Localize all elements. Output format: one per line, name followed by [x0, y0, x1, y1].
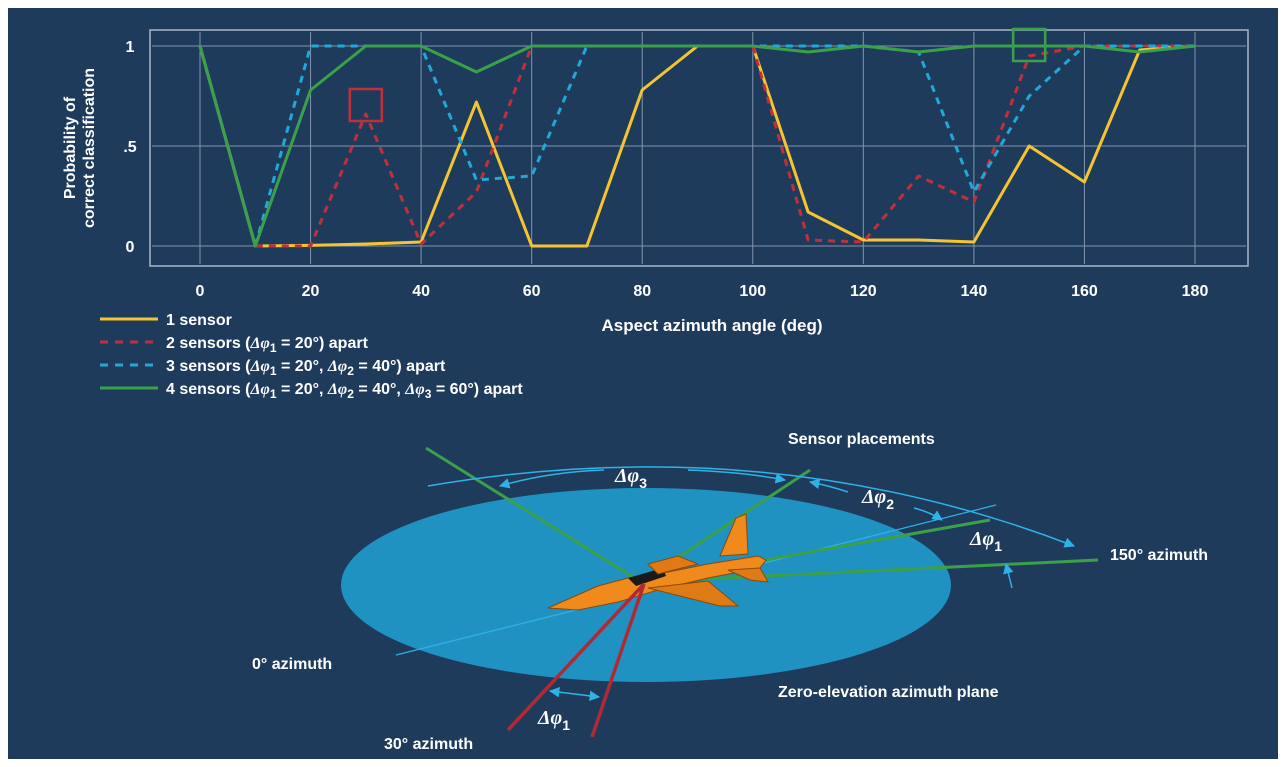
y-tick-labels: 0.51 — [123, 39, 136, 256]
y-tick-label: .5 — [123, 139, 136, 156]
x-tick-label: 40 — [412, 283, 430, 300]
legend-entry-2-sensors: 2 sensors (Δφ1 = 20°) apart — [166, 335, 369, 355]
sensor-diagram: Sensor placements 150° azimuth 0° azimut… — [252, 431, 1208, 753]
figure-frame: 0 20 40 60 80 100 120 140 160 180 0.5 1 Probabilit… — [8, 8, 1278, 759]
x-tick-label: 60 — [523, 283, 541, 300]
plane-label: Zero-elevation azimuth plane — [778, 684, 999, 701]
delta-phi-1-upper-label: Δφ1 — [969, 528, 1002, 554]
x-tick-label: 100 — [739, 283, 766, 300]
x-tick-label: 180 — [1182, 283, 1209, 300]
y-tick-label: 0 — [126, 239, 135, 256]
sensor-placements-title: Sensor placements — [788, 431, 935, 448]
sensor-line-red-1 — [506, 582, 646, 732]
x-tick-label: 20 — [302, 283, 320, 300]
arc-delta3-left — [498, 469, 605, 489]
delta-phi-2-label: Δφ2 — [861, 486, 894, 512]
x-tick-label: 0 — [196, 283, 205, 300]
sensor-line-green-4 — [640, 558, 1099, 584]
highlight-boxes — [348, 27, 1047, 123]
x-tick-label: 80 — [633, 283, 651, 300]
highlight-box-1 — [348, 87, 384, 123]
legend-entry-3-sensors: 3 sensors (Δφ1 = 20°, Δφ2 = 40°) apart — [166, 358, 446, 378]
arc-delta2-left — [808, 478, 849, 493]
label-30-azimuth: 30° azimuth — [384, 736, 473, 753]
label-150-azimuth: 150° azimuth — [1110, 547, 1208, 564]
label-0-azimuth: 0° azimuth — [252, 656, 332, 673]
sensor-line-green-1 — [425, 446, 642, 584]
sensor-line-red-2 — [590, 583, 646, 738]
y-axis-label-line2: correct classification — [81, 68, 98, 228]
legend-entry-4-sensors: 4 sensors (Δφ1 = 20°, Δφ2 = 40°, Δφ3 = 6… — [166, 381, 523, 401]
arc-delta3-right — [687, 469, 787, 484]
legend: 1 sensor 2 sensors (Δφ1 = 20°) apart 3 s… — [100, 312, 523, 401]
delta-phi-1-lower-label: Δφ1 — [537, 707, 570, 733]
y-axis-label-line1: Probability of — [62, 96, 79, 199]
x-tick-label: 160 — [1071, 283, 1098, 300]
x-axis-label: Aspect azimuth angle (deg) — [601, 316, 822, 335]
grid — [152, 32, 1246, 264]
series-lines — [198, 44, 1196, 248]
figure-canvas: 0 20 40 60 80 100 120 140 160 180 0.51 Probabilit… — [62, 27, 1249, 753]
arrow-delta1-upper — [1003, 562, 1014, 589]
arc-0-to-150 — [427, 466, 1075, 548]
legend-entry-1-sensor: 1 sensor — [166, 312, 232, 329]
arrow-delta1-lower — [548, 686, 601, 702]
arc-delta2-right — [913, 507, 943, 521]
delta-phi-3-label: Δφ3 — [614, 465, 647, 491]
y-tick-label: 1 — [126, 39, 135, 56]
aircraft-icon — [547, 513, 769, 611]
highlight-box-2 — [1011, 27, 1047, 63]
plot-area-frame — [149, 29, 1249, 267]
x-tick-label: 120 — [850, 283, 877, 300]
x-tick-label: 140 — [961, 283, 988, 300]
probability-chart: 0 20 40 60 80 100 120 140 160 180 0.51 Probabilit… — [62, 27, 1249, 335]
x-tick-labels: 0 20 40 60 80 100 120 140 160 180 — [196, 283, 1209, 300]
